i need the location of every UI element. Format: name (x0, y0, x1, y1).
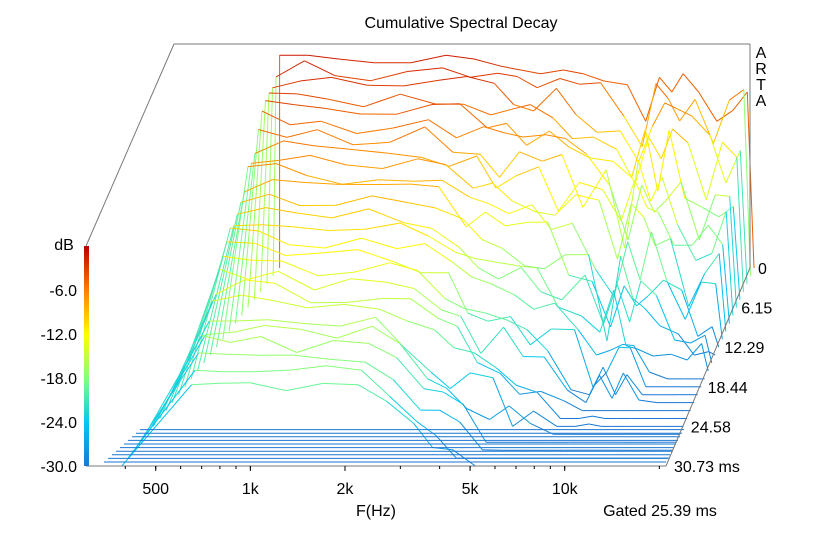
side-label-letter: T (756, 77, 766, 94)
decay-slice (247, 110, 737, 308)
y-axis-label: dB (54, 237, 74, 254)
decay-slice (133, 352, 673, 451)
time-tick-label: 18.44 (708, 380, 748, 397)
decay-slices (104, 54, 755, 467)
x-tick-label: 5k (462, 481, 480, 498)
color-scale-bar (84, 246, 89, 466)
decay-slice (272, 60, 751, 276)
time-tick-label: 0 (758, 261, 767, 278)
decay-slice (140, 335, 677, 443)
decay-slice (146, 325, 681, 435)
y-tick-label: -6.0 (49, 283, 77, 300)
time-tick-label: 12.29 (724, 340, 764, 357)
time-tick-labels: 0 6.15 12.29 18.44 24.58 30.73 ms (674, 261, 772, 476)
decay-slice (266, 76, 748, 284)
decay-slice (159, 294, 688, 419)
side-label-letter: A (756, 93, 767, 110)
time-tick-label: 30.73 ms (674, 459, 740, 476)
y-tick-label: -12.0 (41, 327, 78, 344)
time-tick-label: 6.15 (741, 301, 772, 318)
x-tick-labels: 500 1k 2k 5k 10k (124, 466, 660, 498)
decay-slice (209, 193, 716, 356)
gated-label: Gated 25.39 ms (603, 503, 717, 520)
y-tick-label: -18.0 (41, 371, 78, 388)
decay-slice (171, 268, 695, 404)
x-tick-label: 2k (337, 481, 355, 498)
decay-slice (228, 154, 727, 332)
decay-slice (234, 140, 730, 324)
decay-slice (197, 222, 709, 372)
x-axis-label: F(Hz) (356, 503, 396, 520)
y-tick-label: -30.0 (41, 459, 78, 476)
decay-slice (241, 126, 734, 316)
chart-title: Cumulative Spectral Decay (365, 15, 558, 32)
plot-frame (85, 43, 751, 467)
decay-slice (253, 100, 741, 300)
decay-slice (165, 279, 691, 412)
y-tick-label: -24.0 (41, 415, 78, 432)
y-tick-labels: -6.0 -12.0 -18.0 -24.0 -30.0 (41, 283, 78, 476)
decay-slice (260, 92, 744, 292)
decay-slice (203, 207, 713, 364)
time-tick-label: 24.58 (691, 419, 731, 436)
side-label-letter: A (756, 45, 767, 62)
x-tick-label: 10k (552, 481, 579, 498)
decay-slice (279, 54, 755, 269)
x-tick-label: 1k (242, 481, 260, 498)
side-label-letter: R (755, 61, 767, 78)
x-tick-label: 500 (142, 481, 169, 498)
decay-slice (184, 241, 702, 388)
